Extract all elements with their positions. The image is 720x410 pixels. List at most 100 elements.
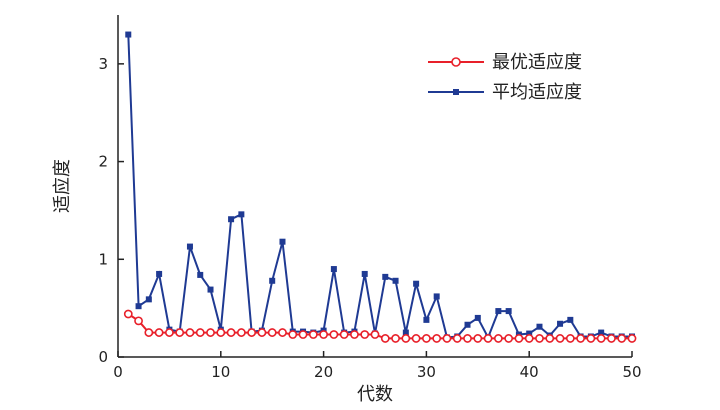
data-point [442,334,452,343]
data-point [413,280,420,287]
y-axis-title: 适应度 [52,159,73,213]
data-point [207,286,214,293]
y-tick-label: 0 [98,348,108,366]
data-point [278,328,287,337]
data-point [463,334,472,343]
data-point [555,334,565,343]
data-point [236,328,246,337]
data-point [339,330,349,339]
data-point [206,328,215,337]
x-tick-label: 0 [113,363,123,381]
data-point [617,334,627,343]
x-tick-label: 10 [211,363,230,381]
data-point [576,334,585,343]
data-point [350,330,359,339]
data-point [452,334,462,343]
data-point [586,334,596,343]
data-point [267,328,277,337]
legend-item: 最优适应度 [428,52,582,73]
data-point [288,330,298,339]
legend-label: 最优适应度 [492,52,582,73]
data-point [535,334,544,343]
data-point [330,266,337,273]
plot-area [123,31,637,343]
data-point [567,316,574,323]
data-point [370,330,380,339]
legend-label: 平均适应度 [492,82,582,103]
data-point [298,330,308,339]
data-point [505,308,512,315]
data-point [216,328,226,337]
data-point [238,211,245,218]
data-point [464,321,471,328]
data-point [380,334,390,343]
data-point [411,334,421,343]
legend-marker [451,57,461,67]
data-point [565,334,575,343]
data-point [144,328,154,337]
series-1 [125,31,635,341]
data-point [329,330,339,339]
data-point [402,329,409,336]
data-point [598,329,605,336]
data-point [401,334,411,343]
data-point [392,277,399,284]
data-point [432,334,442,343]
data-point [514,334,524,343]
legend-item: 平均适应度 [428,82,582,103]
data-point [473,334,483,343]
data-point [154,328,164,337]
data-point [319,330,328,339]
data-point [391,334,400,343]
y-tick-label: 3 [98,55,108,73]
x-tick-label: 20 [314,363,333,381]
data-point [545,334,555,343]
series-0 [123,309,637,343]
data-point [607,334,616,343]
data-point [164,328,174,337]
data-point [360,330,370,339]
data-point [524,334,534,343]
data-point [125,31,132,38]
series-line [127,34,632,340]
x-axis-title: 代数 [357,384,393,405]
data-point [382,273,389,280]
data-point [495,308,502,315]
data-point [145,296,152,303]
data-point [361,270,368,277]
data-point [526,330,533,337]
data-point [421,334,431,343]
data-point [269,277,276,284]
data-point [596,334,606,343]
data-point [175,328,185,337]
data-point [493,334,503,343]
x-tick-label: 30 [417,363,436,381]
data-point [226,328,236,337]
data-point [257,328,267,337]
data-point [423,316,430,323]
data-point [228,216,235,223]
data-point [185,328,195,337]
data-point [135,303,142,310]
y-tick-label: 1 [98,250,108,268]
x-tick-label: 40 [520,363,539,381]
data-point [627,334,637,343]
data-point [156,270,163,277]
data-point [536,323,543,330]
legend-marker [453,89,459,95]
data-point [186,243,193,250]
data-point [474,314,481,321]
data-point [123,309,133,319]
data-point [557,320,564,327]
data-point [195,328,205,337]
x-tick-label: 50 [622,363,641,381]
data-point [433,293,440,300]
data-point [197,271,204,278]
data-point [247,328,257,337]
data-point [134,316,143,326]
data-point [279,238,286,245]
data-point [483,334,493,343]
y-tick-label: 2 [98,153,108,171]
